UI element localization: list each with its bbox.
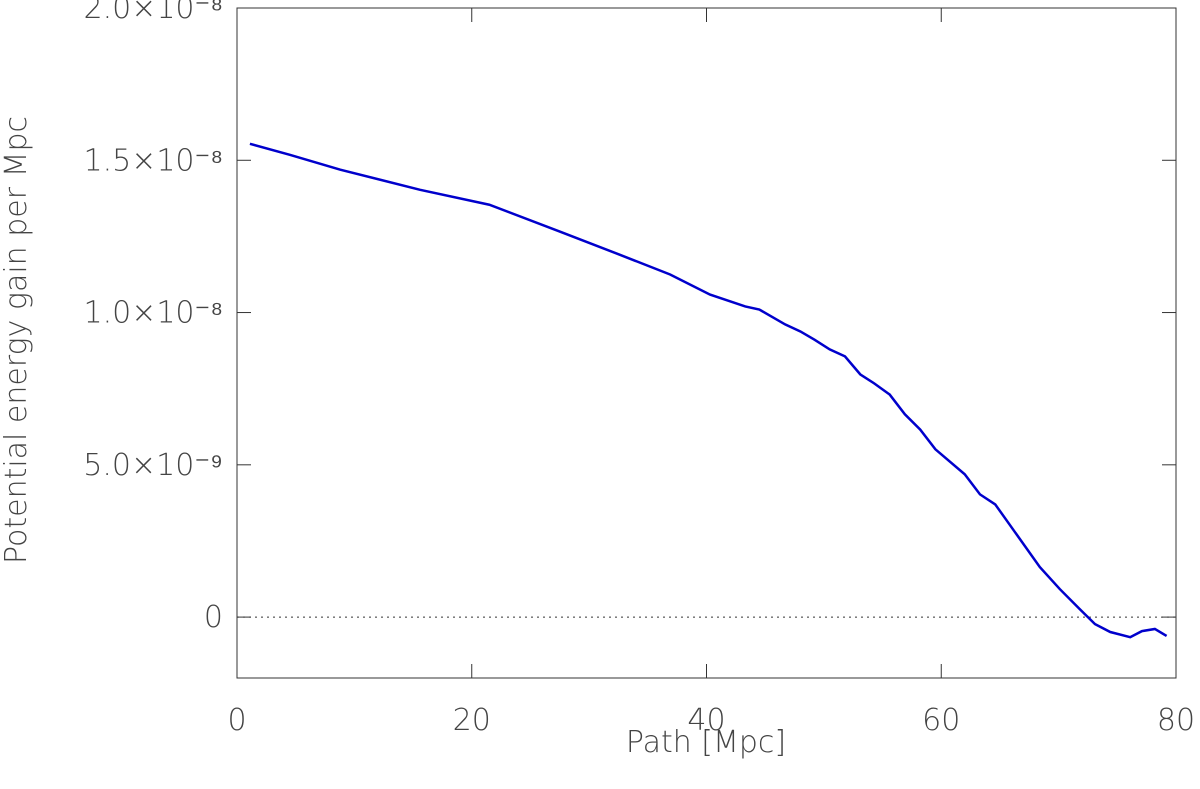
x-tick-label: 40	[687, 703, 725, 738]
y-tick-label: 1.5×10⁻⁸	[83, 143, 223, 178]
x-tick-label: 60	[922, 703, 960, 738]
y-axis-label: Potential energy gain per Mpc	[0, 116, 34, 564]
x-tick-label: 0	[227, 703, 246, 738]
x-tick-label: 20	[453, 703, 491, 738]
y-tick-label: 2.0×10⁻⁸	[83, 0, 223, 26]
y-tick-label: 0	[204, 600, 223, 635]
y-tick-label: 1.0×10⁻⁸	[83, 296, 223, 331]
x-axis-label: Path [Mpc]	[626, 725, 786, 760]
x-tick-label: 80	[1157, 703, 1195, 738]
y-tick-label: 5.0×10⁻⁹	[83, 448, 223, 483]
plot-frame	[236, 7, 1177, 679]
data-line	[249, 142, 1168, 639]
